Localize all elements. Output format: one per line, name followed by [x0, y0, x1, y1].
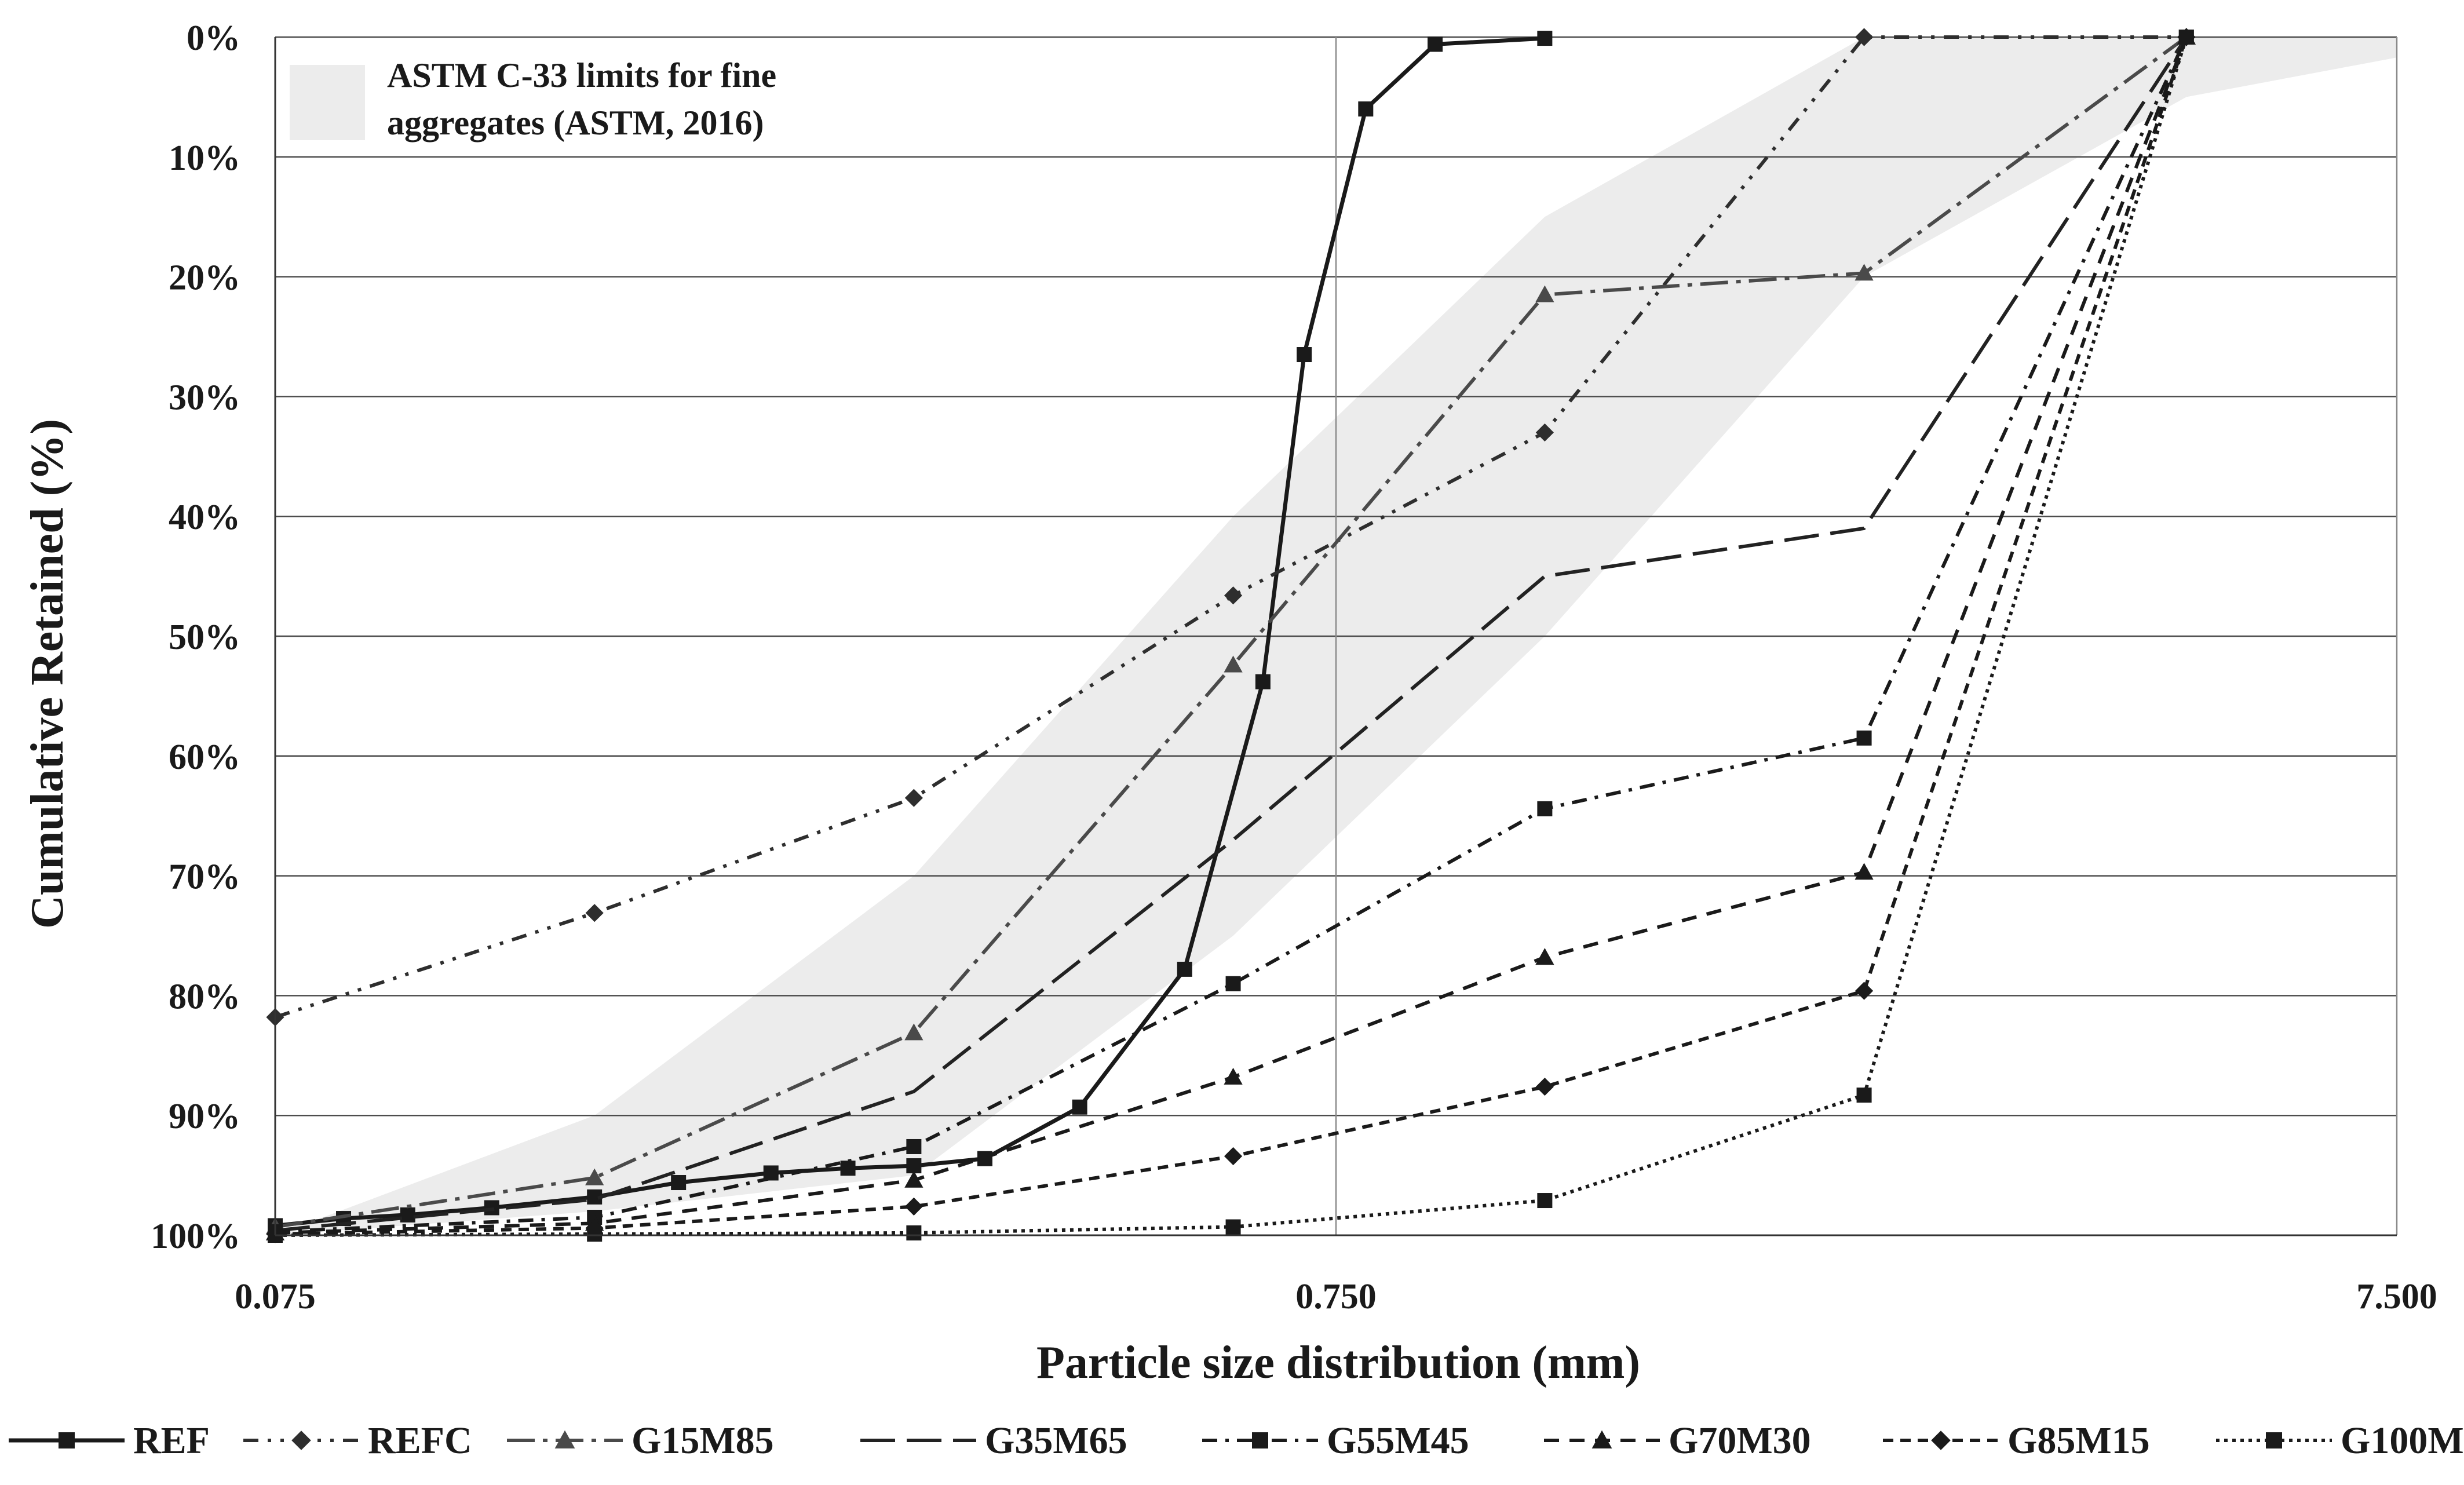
point-g100m0-6 [2178, 30, 2194, 45]
y-tick-label-6: 60% [169, 738, 240, 777]
y-tick-label-0: 0% [187, 19, 240, 58]
y-tick-label-3: 30% [169, 378, 240, 417]
point-g15m85-5 [1855, 264, 1874, 281]
x-tick-label-0: 0.075 [235, 1277, 316, 1316]
legend-item-g55m45: G55M45 [1202, 1420, 1469, 1462]
point-g15m85-4 [1535, 285, 1554, 302]
legend-label-g85m15: G85M15 [2007, 1420, 2150, 1462]
point-g100m0-4 [1537, 1193, 1553, 1209]
legend-item-g35m65: G35M65 [860, 1420, 1127, 1462]
grid-lines [274, 36, 2398, 1236]
y-tick-label-4: 40% [169, 498, 240, 537]
x-tick-label-1: 0.750 [1295, 1277, 1377, 1316]
band-legend-label-line-1: ASTM C-33 limits for fine [387, 56, 776, 94]
point-ref-2 [400, 1207, 415, 1223]
point-g100m0-5 [1856, 1088, 1872, 1103]
legend-item-g70m30: G70M30 [1544, 1420, 1811, 1462]
y-tick-label-9: 90% [169, 1097, 240, 1136]
point-g100m0-1 [587, 1226, 603, 1242]
point-g100m0-2 [906, 1225, 922, 1240]
legend-marker-g85m15 [1931, 1431, 1951, 1450]
point-ref-14 [1358, 101, 1374, 117]
series-line-g35m65 [275, 36, 2188, 1232]
legend-item-g15m85: G15M85 [507, 1420, 774, 1462]
legend-marker-g15m85 [554, 1430, 575, 1448]
point-g70m30-4 [1535, 948, 1554, 965]
series-g35m65 [275, 36, 2188, 1232]
point-g100m0-3 [1225, 1219, 1241, 1235]
axes: 0% 10% 20% 30% 40% 50% 60% 70% 80% 90% 100% 0.075 0.… [151, 19, 2437, 1316]
x-tick-label-2: 7.500 [2356, 1277, 2437, 1316]
legend-item-refc: REFC [243, 1420, 472, 1462]
legend-label-g100m0: G100M0 [2341, 1420, 2464, 1462]
point-g15m85-3 [1224, 655, 1243, 673]
point-g55m45-2 [906, 1139, 922, 1154]
legend-label-g35m65: G35M65 [985, 1420, 1127, 1462]
legend-marker-g100m0 [2266, 1432, 2282, 1448]
y-tick-label-5: 50% [169, 618, 240, 657]
point-ref-7 [840, 1161, 856, 1176]
point-ref-11 [1177, 961, 1192, 977]
point-refc-5 [1855, 28, 1874, 46]
legend-marker-refc [291, 1431, 311, 1450]
legend-label-g55m45: G55M45 [1327, 1420, 1469, 1462]
point-ref-8 [906, 1158, 922, 1174]
point-refc-3 [1224, 586, 1243, 605]
point-g55m45-3 [1225, 976, 1241, 991]
point-g55m45-4 [1537, 801, 1553, 816]
point-g85m15-2 [904, 1197, 923, 1216]
point-ref-5 [671, 1175, 687, 1191]
x-axis-title: Particle size distribution (mm) [1036, 1337, 1640, 1388]
y-axis-title: Cumulative Retained (%) [22, 419, 73, 929]
point-refc-2 [904, 789, 923, 807]
series-lines [265, 27, 2196, 1243]
point-ref-12 [1255, 674, 1271, 689]
point-g85m15-3 [1224, 1147, 1243, 1166]
point-ref-13 [1297, 347, 1312, 363]
point-ref-16 [1537, 31, 1553, 46]
band-legend-label-line-2: aggregates (ASTM, 2016) [387, 104, 764, 142]
legend-label-refc: REFC [368, 1420, 472, 1462]
point-ref-15 [1428, 37, 1443, 52]
band-legend: ASTM C-33 limits for fine aggregates (AS… [290, 56, 776, 142]
legend-label-ref: REF [133, 1420, 210, 1462]
point-g70m30-3 [1224, 1067, 1243, 1085]
point-g70m30-2 [904, 1170, 923, 1188]
legend-item-ref: REF [9, 1420, 210, 1462]
series-ref [268, 31, 1553, 1234]
y-tick-label-2: 20% [169, 258, 240, 298]
band-legend-swatch [290, 65, 365, 140]
point-g15m85-2 [904, 1023, 923, 1041]
legend-label-g70m30: G70M30 [1669, 1420, 1811, 1462]
legend-marker-g70m30 [1591, 1430, 1612, 1448]
series-g100m0 [268, 30, 2194, 1243]
legend-item-g85m15: G85M15 [1883, 1420, 2150, 1462]
legend-marker-ref [59, 1432, 75, 1448]
legend-item-g100m0: G100M0 [2216, 1420, 2464, 1462]
legend-marker-g55m45 [1252, 1432, 1268, 1448]
point-g70m30-5 [1855, 863, 1874, 880]
point-g85m15-4 [1535, 1077, 1554, 1096]
y-tick-label-10: 100% [151, 1217, 240, 1256]
y-tick-label-8: 80% [169, 977, 240, 1016]
y-tick-label-7: 70% [169, 858, 240, 897]
legend-label-g15m85: G15M85 [631, 1420, 774, 1462]
y-tick-label-1: 10% [169, 138, 240, 178]
point-refc-1 [585, 904, 604, 922]
point-g85m15-5 [1855, 982, 1874, 1000]
point-g15m85-1 [585, 1168, 604, 1185]
point-ref-10 [1072, 1099, 1087, 1115]
point-g55m45-5 [1856, 730, 1872, 746]
point-refc-4 [1535, 423, 1554, 442]
legend: REF REFC G15M85 G35M65 G55M45 G70M30 G85M15 G10… [9, 1420, 2464, 1462]
